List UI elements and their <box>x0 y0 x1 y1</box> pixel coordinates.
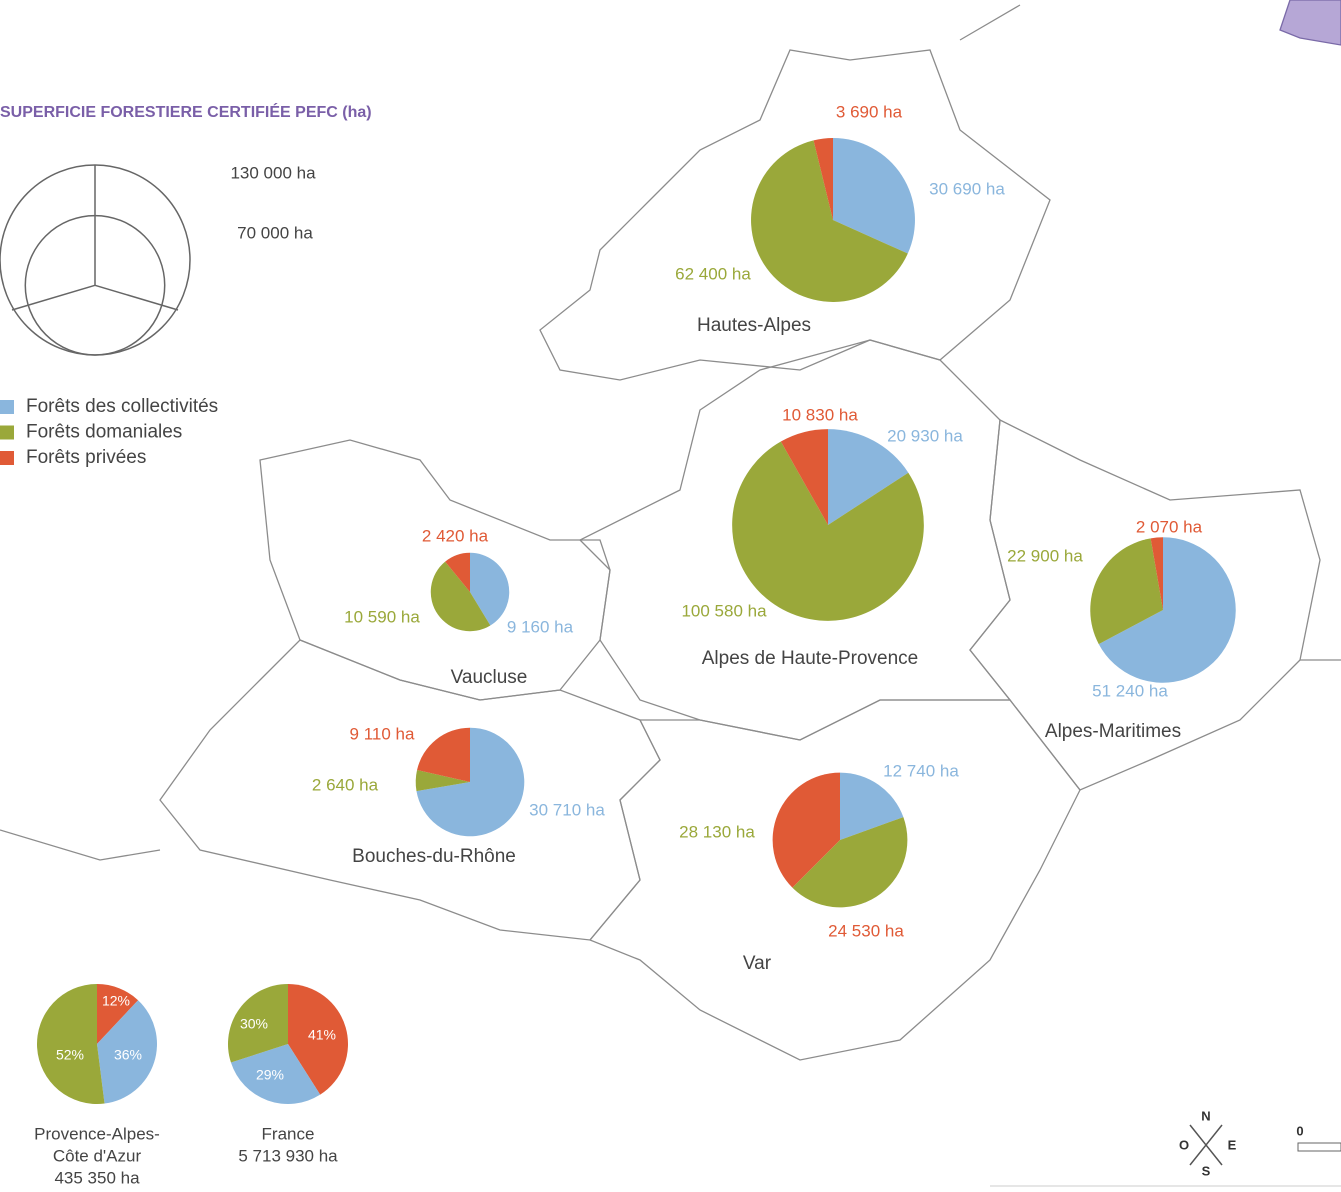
compass <box>1189 1124 1223 1166</box>
value-label: 22 900 ha <box>1007 546 1083 565</box>
percent-label: 41% <box>308 1027 336 1043</box>
pie-slice <box>36 984 105 1104</box>
legend-label: Forêts privées <box>26 447 146 468</box>
pie-slice <box>430 561 491 632</box>
percent-label: 12% <box>102 993 130 1009</box>
summary-total: 5 713 930 ha <box>238 1146 338 1165</box>
bdr-outline <box>159 639 661 941</box>
alpes-maritimes-outline <box>969 418 1321 791</box>
percent-label: 30% <box>240 1016 268 1032</box>
pie-slice <box>470 552 510 626</box>
pie-slice <box>828 429 909 525</box>
border-line <box>0 4 1341 861</box>
summary-name: Côte d'Azur <box>53 1146 142 1165</box>
compass-letter: O <box>1179 1137 1189 1152</box>
legend-swatch <box>0 425 14 440</box>
value-label: 24 530 ha <box>828 921 904 940</box>
value-label: 2 640 ha <box>312 775 379 794</box>
summary-name: Provence-Alpes- <box>34 1124 160 1143</box>
percent-label: 29% <box>256 1067 284 1083</box>
value-label: 9 160 ha <box>507 617 574 636</box>
pie-slice <box>840 772 904 840</box>
pie-slice <box>1098 537 1236 683</box>
size-legend-spoke <box>11 284 96 311</box>
map-outlines <box>0 0 1341 1061</box>
value-label: 10 830 ha <box>782 405 858 424</box>
legend-label: Forêts domaniales <box>26 422 182 443</box>
pie-slice <box>1090 538 1163 645</box>
value-label: 9 110 ha <box>350 724 415 743</box>
summary-name: France <box>262 1124 315 1143</box>
pie-slice <box>97 1000 157 1104</box>
pie-slice <box>228 984 288 1063</box>
pie-slice <box>792 817 908 908</box>
value-label: 51 240 ha <box>1092 681 1168 700</box>
pie-slice <box>97 984 139 1044</box>
compass-letter: N <box>1201 1108 1210 1123</box>
hautes-alpes-outline <box>539 49 1051 381</box>
size-legend-label: 130 000 ha <box>230 163 316 182</box>
value-label: 10 590 ha <box>344 607 420 626</box>
scale-label: 0 <box>1296 1123 1303 1138</box>
scale-bar <box>1297 1142 1341 1152</box>
value-label: 100 580 ha <box>681 601 767 620</box>
compass-line <box>1189 1124 1223 1166</box>
size-legend-spoke <box>94 284 179 311</box>
department-name: Var <box>743 953 772 974</box>
pie-slice <box>833 138 915 254</box>
value-label: 2 420 ha <box>422 526 489 545</box>
value-label: 20 930 ha <box>887 426 963 445</box>
size-legend-label: 70 000 ha <box>237 223 313 242</box>
value-label: 30 710 ha <box>529 800 605 819</box>
value-label: 12 740 ha <box>883 761 959 780</box>
title: SUPERFICIE FORESTIERE CERTIFIÉE PEFC (ha… <box>0 102 372 121</box>
legend-label: Forêts des collectivités <box>26 396 218 417</box>
pie-slice <box>417 727 470 782</box>
pie-slice <box>732 441 924 621</box>
percent-label: 52% <box>56 1047 84 1063</box>
department-name: Alpes-Maritimes <box>1045 721 1181 742</box>
pie-slice <box>751 140 908 302</box>
compass-letter: S <box>1202 1163 1211 1178</box>
department-name: Hautes-Alpes <box>697 315 811 336</box>
pie-slice <box>445 552 470 592</box>
value-label: 3 690 ha <box>836 102 903 121</box>
value-label: 28 130 ha <box>679 822 755 841</box>
summary-total: 435 350 ha <box>54 1168 140 1187</box>
legend-swatch <box>0 451 14 465</box>
percent-label: 36% <box>114 1047 142 1063</box>
vaucluse-outline <box>259 439 611 701</box>
department-name: Alpes de Haute-Provence <box>702 648 919 669</box>
compass-letter: E <box>1228 1137 1237 1152</box>
pie-slice <box>780 429 828 525</box>
pie-slice <box>1150 537 1163 610</box>
legend-swatch <box>0 400 14 414</box>
value-label: 30 690 ha <box>929 179 1005 198</box>
value-label: 62 400 ha <box>675 264 751 283</box>
pie-slice <box>772 772 840 888</box>
pie-slice <box>288 984 348 1095</box>
pie-slice <box>230 1044 321 1104</box>
pie-slice <box>415 770 470 792</box>
pie-slice <box>416 727 525 837</box>
var-outline <box>588 699 1081 1061</box>
value-label: 2 070 ha <box>1136 517 1203 536</box>
pie-slice <box>813 138 833 220</box>
department-name: Vaucluse <box>451 667 528 688</box>
department-name: Bouches-du-Rhône <box>352 846 516 867</box>
inset-shape <box>1279 0 1341 46</box>
